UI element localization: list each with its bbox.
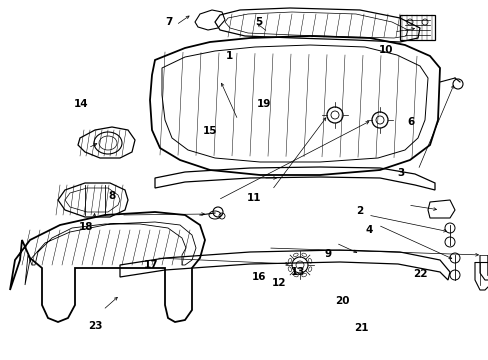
Text: 13: 13 bbox=[290, 267, 305, 277]
Text: 1: 1 bbox=[226, 51, 233, 61]
Text: 11: 11 bbox=[246, 193, 261, 203]
Text: 21: 21 bbox=[354, 323, 368, 333]
Text: 10: 10 bbox=[378, 45, 393, 55]
Text: 23: 23 bbox=[88, 321, 102, 331]
Text: 12: 12 bbox=[271, 278, 285, 288]
Text: 5: 5 bbox=[255, 17, 262, 27]
Text: 18: 18 bbox=[78, 222, 93, 232]
Text: 19: 19 bbox=[256, 99, 271, 109]
Text: 15: 15 bbox=[203, 126, 217, 136]
Text: 16: 16 bbox=[251, 272, 266, 282]
Text: 6: 6 bbox=[407, 117, 413, 127]
Text: 2: 2 bbox=[355, 206, 362, 216]
Text: 4: 4 bbox=[365, 225, 372, 235]
Text: 3: 3 bbox=[397, 168, 404, 178]
Text: 17: 17 bbox=[144, 260, 159, 270]
Text: 14: 14 bbox=[73, 99, 88, 109]
Text: 22: 22 bbox=[412, 269, 427, 279]
Text: 9: 9 bbox=[324, 249, 330, 259]
Text: 8: 8 bbox=[109, 191, 116, 201]
Text: 7: 7 bbox=[164, 17, 172, 27]
Text: 20: 20 bbox=[334, 296, 349, 306]
